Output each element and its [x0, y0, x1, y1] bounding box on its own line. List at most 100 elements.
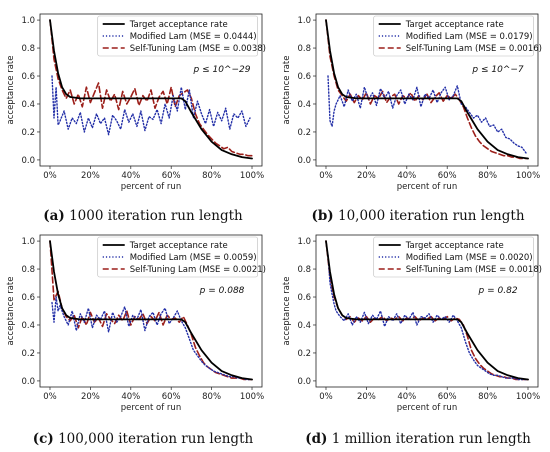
legend-box — [97, 236, 258, 278]
y-tick-label: 0.8 — [21, 265, 35, 275]
series-line-target — [325, 19, 529, 160]
y-tick-label: 0.8 — [297, 265, 311, 275]
y-tick-label: 0.8 — [297, 44, 311, 54]
series-line-target — [49, 240, 253, 381]
caption-tag: (a) — [43, 208, 65, 224]
legend-entry-target: Target acceptance rate — [129, 241, 228, 251]
x-tick-label: 40% — [397, 171, 416, 181]
x-tick-label: 80% — [202, 171, 221, 181]
x-axis-label: percent of run — [121, 403, 181, 413]
panel-caption: (a) 1000 iteration run length — [43, 208, 243, 224]
x-tick-label: 0% — [319, 392, 333, 402]
x-tick-label: 0% — [319, 171, 333, 181]
x-tick-label: 20% — [81, 392, 100, 402]
x-tick-label: 0% — [43, 392, 57, 402]
chart-panel-2: 0% 20% 40% 60% 80% 100% 0.0 0.2 0.4 0.6 0.8 1.0 perc… — [282, 13, 542, 224]
legend-entry-self-tuning: Self-Tuning Lam (MSE = 0.0016) — [406, 44, 542, 54]
x-tick-label: 80% — [478, 171, 497, 181]
y-tick-label: 0.0 — [297, 156, 311, 166]
legend-entry-self-tuning: Self-Tuning Lam (MSE = 0.0021) — [130, 265, 266, 275]
x-tick-label: 40% — [397, 392, 416, 402]
x-tick-label: 80% — [202, 392, 221, 402]
legend-entry-self-tuning: Self-Tuning Lam (MSE = 0.0038) — [130, 44, 266, 54]
y-tick-label: 0.4 — [297, 100, 311, 110]
x-tick-label: 100% — [240, 171, 264, 181]
y-tick-label: 1.0 — [297, 237, 311, 247]
y-tick-label: 0.6 — [21, 72, 35, 82]
y-tick-label: 0.4 — [297, 321, 311, 331]
series-line-self-tuning — [49, 19, 253, 157]
y-tick-label: 0.2 — [21, 349, 35, 359]
y-tick-label: 0.6 — [21, 293, 35, 303]
x-tick-label: 60% — [162, 392, 181, 402]
y-tick-label: 1.0 — [297, 16, 311, 26]
chart-panel-3: 0% 20% 40% 60% 80% 100% 0.0 0.2 0.4 0.6 0.8 1.0 perc… — [6, 234, 266, 447]
legend-entry-self-tuning: Self-Tuning Lam (MSE = 0.0018) — [406, 265, 542, 275]
p-value-annotation: p = 0.82 — [478, 286, 518, 296]
x-tick-label: 100% — [516, 392, 540, 402]
legend-entry-modified: Modified Lam (MSE = 0.0444) — [130, 32, 257, 42]
y-axis-label: acceptance rate — [6, 277, 16, 346]
legend-entry-target: Target acceptance rate — [129, 20, 228, 30]
chart-panel-1: 0% 20% 40% 60% 80% 100% 0.0 0.2 0.4 0.6 0.8 1.0 perc… — [6, 13, 266, 224]
legend-entry-target: Target acceptance rate — [405, 241, 504, 251]
legend-box — [97, 15, 258, 57]
x-tick-label: 0% — [43, 171, 57, 181]
x-tick-label: 100% — [516, 171, 540, 181]
x-tick-label: 60% — [438, 392, 457, 402]
x-tick-label: 100% — [240, 392, 264, 402]
x-tick-label: 20% — [357, 392, 376, 402]
x-tick-label: 20% — [357, 171, 376, 181]
caption-text: 1 million iteration run length — [332, 431, 531, 447]
y-tick-label: 0.4 — [21, 100, 35, 110]
y-tick-label: 0.2 — [297, 349, 311, 359]
x-axis-label: percent of run — [397, 403, 457, 413]
panel-caption: (d) 1 million iteration run length — [305, 431, 531, 447]
x-tick-label: 80% — [478, 392, 497, 402]
x-tick-label: 60% — [438, 171, 457, 181]
caption-tag: (d) — [305, 431, 327, 447]
y-tick-label: 0.0 — [297, 377, 311, 387]
y-axis-label: acceptance rate — [282, 277, 292, 346]
y-tick-label: 0.2 — [297, 128, 311, 138]
x-axis-label: percent of run — [121, 182, 181, 192]
series-line-target — [325, 240, 529, 381]
x-tick-label: 60% — [162, 171, 181, 181]
series-line-modified — [51, 75, 251, 136]
series-line-target — [49, 19, 253, 160]
chart-panel-4: 0% 20% 40% 60% 80% 100% 0.0 0.2 0.4 0.6 0.8 1.0 perc… — [282, 234, 542, 447]
x-tick-label: 40% — [121, 392, 140, 402]
y-tick-label: 0.6 — [297, 293, 311, 303]
series-line-modified — [327, 254, 527, 381]
y-axis-label: acceptance rate — [6, 56, 16, 125]
legend-entry-modified: Modified Lam (MSE = 0.0179) — [406, 32, 533, 42]
x-tick-label: 40% — [121, 171, 140, 181]
legend-box — [373, 236, 534, 278]
p-value-annotation: p ≤ 10^−29 — [193, 65, 251, 75]
caption-tag: (b) — [311, 208, 333, 224]
legend-entry-modified: Modified Lam (MSE = 0.0020) — [406, 253, 533, 263]
y-axis-label: acceptance rate — [282, 56, 292, 125]
legend-entry-target: Target acceptance rate — [405, 20, 504, 30]
y-tick-label: 1.0 — [21, 16, 35, 26]
series-line-self-tuning — [325, 19, 529, 160]
legend-entry-modified: Modified Lam (MSE = 0.0059) — [130, 253, 257, 263]
caption-text: 10,000 iteration run length — [338, 208, 525, 224]
p-value-annotation: p = 0.088 — [199, 286, 245, 296]
y-tick-label: 0.2 — [21, 128, 35, 138]
x-tick-label: 20% — [81, 171, 100, 181]
y-tick-label: 0.6 — [297, 72, 311, 82]
panel-caption: (b) 10,000 iteration run length — [311, 208, 524, 224]
y-tick-label: 0.0 — [21, 377, 35, 387]
y-tick-label: 1.0 — [21, 237, 35, 247]
y-tick-label: 0.4 — [21, 321, 35, 331]
caption-text: 100,000 iteration run length — [58, 431, 253, 447]
legend-box — [373, 15, 534, 57]
x-axis-label: percent of run — [397, 182, 457, 192]
panel-caption: (c) 100,000 iteration run length — [33, 431, 254, 447]
caption-tag: (c) — [33, 431, 54, 447]
caption-text: 1000 iteration run length — [69, 208, 243, 224]
p-value-annotation: p ≤ 10^−7 — [471, 65, 524, 75]
y-tick-label: 0.8 — [21, 44, 35, 54]
